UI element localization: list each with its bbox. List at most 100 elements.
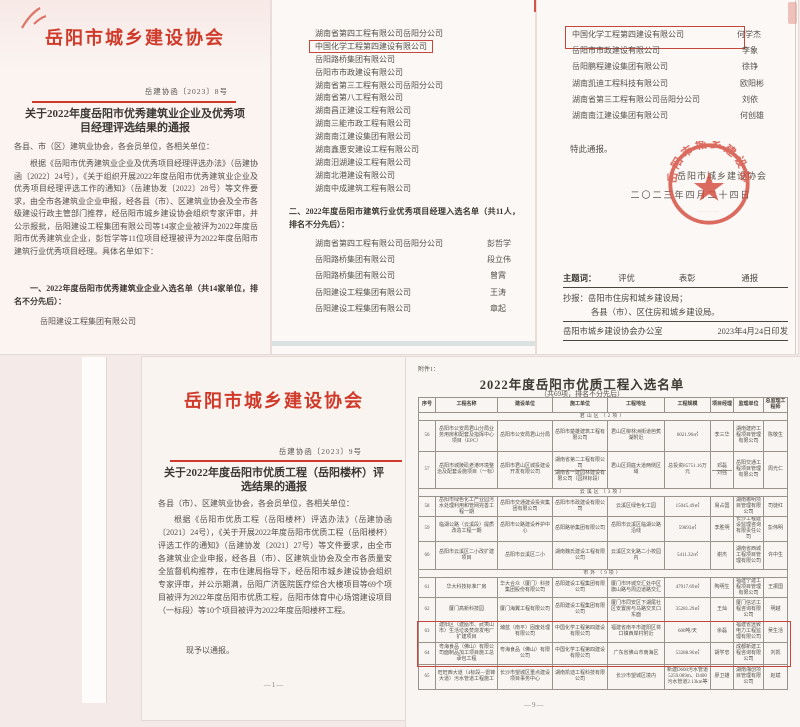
manager-row: 湖南凯迪工程科技有限公司 欧阳彬 (572, 78, 790, 94)
table-cell: 云溪区绿色化工园 (607, 496, 665, 517)
print-date: 2023年4月24日印发 (717, 327, 788, 336)
table-cell: 岳阳市云溪区二小 (497, 541, 553, 570)
manager-name: 欧阳彬 (740, 78, 764, 88)
table-cell: 邓磊 刘强 (710, 451, 734, 489)
signature-org: 岳阳市城乡建设协会 (676, 171, 767, 181)
table-cell: 岳阳市楚雄建筑工程有限公司 (552, 420, 608, 452)
table-cell: 岳阳市绿色化工产业园污水处理利用和管网完善工程一期 (435, 496, 498, 517)
seal-star-icon (693, 171, 725, 201)
table-cell: 湖南魏氏建设工程有限公司 (552, 541, 608, 570)
table-cell: 湖南建府工程项目管理有限公司 (733, 420, 764, 452)
manager-row: 湖南省第四工程有限公司岳阳分公司 彭哲学 (315, 238, 527, 254)
official-seal: 岳阳市城乡建设协会 ·········· (666, 141, 750, 225)
table-cell: 周光仁 (763, 451, 788, 489)
table-cell: 62 (418, 597, 436, 622)
manager-company: 中国化学工程第四建设有限公司 (572, 30, 684, 39)
table-row: 57 岳阳市城陵矶老港环境整治及配套设施项目（一标） 岳阳市君山区城投建设开发有限公… (418, 451, 788, 489)
manager-company: 湖南南江建设集团有限公司 (572, 110, 668, 120)
manager-name: 王涛 (490, 287, 506, 297)
table-subtitle: （共69项，排名不分先后） (540, 390, 624, 398)
table-column-header: 工程名称 (435, 397, 498, 413)
table-row: 62 厦门高新科技园 厦门海翼工程有限公司 岳阳建设工程集团有限公司 厦门市同安区下湖尾… (418, 597, 788, 622)
company-list-item: 中国化学工程第四建设有限公司 (309, 39, 443, 54)
excellent-company-list: 湖南省第四工程有限公司岳阳分公司 中国化学工程第四建设有限公司 岳阳路桥集团有限公司… (309, 28, 443, 196)
company-list-item: 湖南汨湖建设工程有限公司 (315, 157, 443, 170)
table-cell: 君山区洞庭大道两侧区域 (607, 451, 665, 489)
table-cell: 59693㎡ (664, 516, 711, 542)
page4-association-header: 岳阳市城乡建设协会 (184, 391, 364, 411)
company-list-item: 湖南三能市政工程有限公司 (315, 118, 443, 131)
company-name: 湖南省第四工程有限公司岳阳分公司 (315, 29, 443, 38)
table-cell: 35281.29㎡ (664, 597, 711, 622)
table-cell: 6021.96㎡ (664, 420, 711, 452)
table-cell: 福建省远致电力工程监理有限公司 (733, 621, 764, 643)
table-cell: 岳阳市云溪区临湖公路沿线 (607, 516, 665, 542)
table-cell: 岳阳建设工程集团有限公司 (552, 577, 608, 598)
table-row: 56 岳阳市公安局君山分局业务用房和配套及指挥中心项目（EPC） 岳阳市公安局君山分… (418, 420, 788, 452)
company-list-item: 岳阳市市政建设有限公司 (315, 67, 443, 80)
table-cell: 5411.32㎡ (664, 541, 711, 570)
table-cell: 厦门信达工程咨询有限公司 (733, 597, 764, 622)
table-column-header: 工程规模 (664, 397, 711, 413)
manager-row: 岳阳市市政建设有限公司 李象 (572, 45, 790, 61)
red-highlight-box (565, 26, 745, 49)
manager-company: 岳阳路桥集团有限公司 (315, 271, 395, 281)
page1-title: 关于2022年度岳阳市优秀建筑业企业及优秀项目经理评选结果的通报 (25, 108, 245, 134)
company-list-item: 湖南鑫惠安建设工程有限公司 (315, 144, 443, 157)
manager-row: 湖南省第三工程有限公司岳阳分公司 刘依 (572, 94, 790, 110)
table-row: 58 岳阳市绿色化工产业园污水处理利用和管网完善工程一期 岳阳市交通建设投资集团有限… (418, 496, 788, 517)
table-cell: 岳阳市交通建设投资集团有限公司 (497, 496, 553, 517)
table-cell: 华大合众（厦门）科技集团股份有限公司 (497, 577, 553, 598)
table-cell: 湖南省西城工程项目管理有限公司 (733, 541, 764, 570)
table-cell: 岳阳交通工程项目管理有限公司 (733, 451, 764, 489)
cc-line-2: 各县（市）、区住房和城乡建设局。 (563, 306, 788, 322)
page-number: —9— (524, 701, 545, 709)
page4-title: 关于2022年度岳阳市优质工程（岳阳楼杯）评选结果的通报 (164, 467, 384, 493)
table-cell: 57 (418, 451, 436, 489)
manager-row-highlighted: 中国化学工程第四建设有限公司 何学杰 (572, 29, 790, 45)
table-cell: 长沙市望城区重点建设项目事务中心 (497, 664, 553, 690)
issuer-row: 岳阳市城乡建设协会办公室 2023年4月24日印发 (563, 322, 788, 341)
manager-name: 何创雄 (740, 110, 764, 120)
table-cell: 56 (418, 420, 436, 452)
manager-row: 岳阳建设工程集团有限公司 王涛 (315, 287, 527, 303)
issuer-office: 岳阳市城乡建设协会办公室 (563, 327, 663, 336)
table-cell: 岳阳市城陵矶老港环境整治及配套设施项目（一标） (435, 451, 498, 489)
red-streak-artifact (534, 0, 536, 12)
table-cell: 湖南郴明项目管理有限公司 (733, 496, 764, 517)
table-cell: 廖卫雄 (710, 664, 734, 690)
manager-company: 岳阳建设工程集团有限公司 (315, 287, 411, 297)
table-row: 60 岳阳市云溪区二小改扩建项目 岳阳市云溪区二小 湖南魏氏建设工程有限公司 云溪区文化… (418, 541, 788, 570)
cc-line-1: 抄报：岳阳市住房和城乡建设局； (563, 294, 688, 303)
table-cell: 厦门市同安区下湖尾社区安置房与马路交叉口东面 (607, 597, 665, 622)
company-name: 湖南鑫惠安建设工程有限公司 (315, 145, 419, 155)
company-list-item: 湖南昌正建设工程有限公司 (315, 105, 443, 118)
subject-term: 表彰 (678, 274, 696, 283)
table-cell: 福建宁建工程项目管理有限公司 (733, 577, 764, 598)
table-cell: 厦门市环城交汇处中区旗山路与周边道路交汇 (607, 577, 665, 598)
closing-statement: 特此通报。 (570, 144, 613, 154)
table-cell: 许中生 (763, 541, 788, 570)
document-footer: 主题词： 评优 表彰 通报 抄报：岳阳市住房和城乡建设局； 各县（市）、区住房和… (563, 272, 788, 341)
red-stamp-fragment (788, 2, 797, 24)
table-cell: 新建D600污水管道5259.089m、D400污水管道2.13km等 (664, 664, 711, 690)
table-cell: 李三华 (710, 420, 734, 452)
manager-name: 刘依 (742, 94, 758, 104)
subject-terms-row: 主题词： 评优 表彰 通报 (563, 272, 788, 288)
page-gap (270, 0, 272, 354)
company-name: 湖南省第三工程有限公司岳阳分公司 (315, 80, 443, 90)
table-cell: 厦门海翼工程有限公司 (497, 597, 553, 622)
manager-name: 彭哲学 (487, 239, 511, 248)
page-number: —1— (263, 681, 285, 689)
table-row: 61 华大科技标准厂房 华大合众（厦门）科技集团股份有限公司 岳阳建设工程集团有限公司… (418, 577, 788, 598)
table-cell: 60 (418, 541, 436, 570)
page4-salutation: 各县（市）、区建筑业协会，各会员单位，各相关单位： (158, 499, 354, 508)
table-cell: 15045.49㎡ (664, 496, 711, 517)
page1-association-header: 岳阳市城乡建设协会 (45, 28, 225, 48)
page4-doc-number: 岳建协函〔2023〕9号 (278, 447, 362, 456)
table-cell: 岳阳建设工程集团有限公司 (552, 597, 608, 622)
subject-term: 评优 (618, 274, 635, 283)
attachment-label: 附件1： (418, 367, 440, 373)
manager-name: 徐铮 (742, 62, 758, 72)
